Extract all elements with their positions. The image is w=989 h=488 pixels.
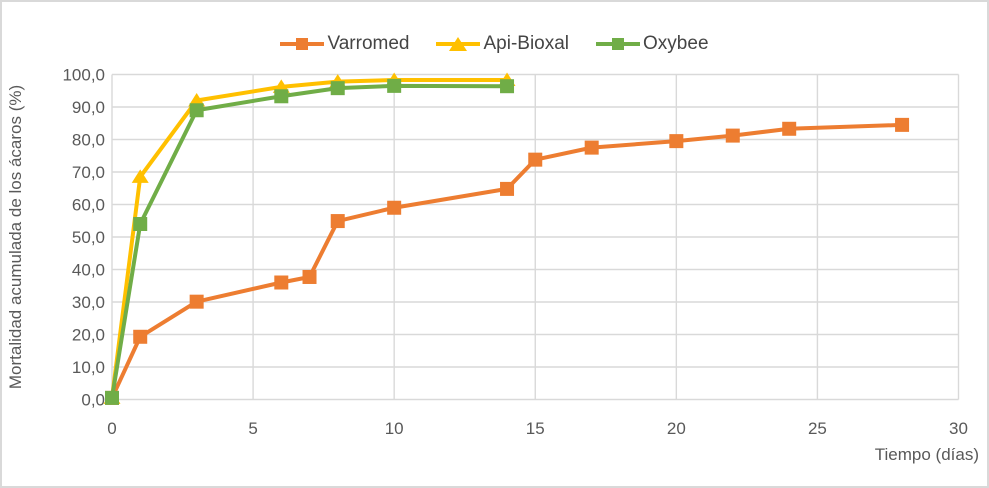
y-tick-label: 100,0	[62, 66, 105, 85]
marker-varromed-d1	[133, 329, 148, 344]
legend-label-varromed: Varromed	[327, 33, 410, 54]
marker-varromed-d22	[725, 128, 740, 143]
gridlines	[111, 73, 960, 401]
y-tick-label: 60,0	[72, 196, 105, 215]
marker-oxybee-d8	[330, 81, 345, 96]
marker-oxybee-d0	[105, 390, 119, 405]
marker-oxybee-d6	[274, 89, 289, 104]
x-tick-label: 20	[667, 419, 686, 438]
y-tick-label: 50,0	[72, 228, 105, 247]
marker-oxybee-d3	[189, 103, 204, 118]
x-tick-label: 30	[949, 419, 968, 438]
x-tick-label: 15	[526, 419, 545, 438]
marker-varromed-d3	[189, 294, 204, 309]
y-axis-title: Mortalidad acumulada de los ácaros (%)	[6, 85, 25, 389]
y-tick-label: 40,0	[72, 261, 105, 280]
legend-item-api-bioxal: Api-Bioxal	[436, 33, 569, 55]
legend-label-oxybee: Oxybee	[643, 33, 709, 54]
x-tick-label: 25	[808, 419, 827, 438]
x-tick-label: 0	[107, 419, 116, 438]
tick-labels: 0,0 10,0 20,0 30,0 40,0 50,0 60,0 70,0 80,0 90,0 1…	[62, 66, 968, 439]
x-tick-label: 10	[385, 419, 404, 438]
oxybee-marker-icon	[596, 36, 641, 52]
x-tick-label: 5	[248, 419, 257, 438]
y-tick-label: 20,0	[72, 326, 105, 345]
legend-item-varromed: Varromed	[280, 33, 409, 55]
marker-varromed-d8	[330, 214, 345, 229]
y-tick-label: 10,0	[72, 358, 105, 377]
series-group	[103, 72, 910, 405]
marker-oxybee-d1	[133, 217, 148, 231]
series-line-varromed	[110, 122, 905, 400]
y-tick-label: 0,0	[81, 391, 105, 410]
x-axis-title: Tiempo (días)	[875, 445, 979, 464]
y-tick-label: 30,0	[72, 293, 105, 312]
y-tick-label: 80,0	[72, 131, 105, 150]
marker-varromed-d7	[302, 269, 317, 284]
marker-api-bioxal-d1	[131, 169, 149, 183]
y-tick-label: 70,0	[72, 163, 105, 182]
marker-varromed-d14	[500, 181, 515, 196]
marker-varromed-d17	[584, 140, 599, 155]
series-line-api-bioxal	[110, 78, 510, 400]
marker-varromed-d24	[782, 121, 797, 136]
marker-varromed-d15	[528, 152, 543, 167]
marker-varromed-d10	[387, 200, 402, 215]
marker-api-bioxal-d3	[188, 93, 206, 107]
varromed-marker-icon	[280, 36, 325, 52]
legend: Varromed Api-Bioxal Oxybee	[2, 32, 987, 56]
marker-varromed-d28	[895, 117, 910, 132]
y-tick-label: 90,0	[72, 98, 105, 117]
marker-varromed-d6	[274, 275, 289, 290]
marker-oxybee-d14	[500, 79, 515, 94]
api-bioxal-marker-icon	[436, 36, 481, 52]
legend-label-api-bioxal: Api-Bioxal	[483, 33, 570, 54]
marker-varromed-d20	[669, 134, 684, 149]
marker-oxybee-d10	[387, 78, 402, 93]
legend-item-oxybee: Oxybee	[596, 33, 709, 55]
